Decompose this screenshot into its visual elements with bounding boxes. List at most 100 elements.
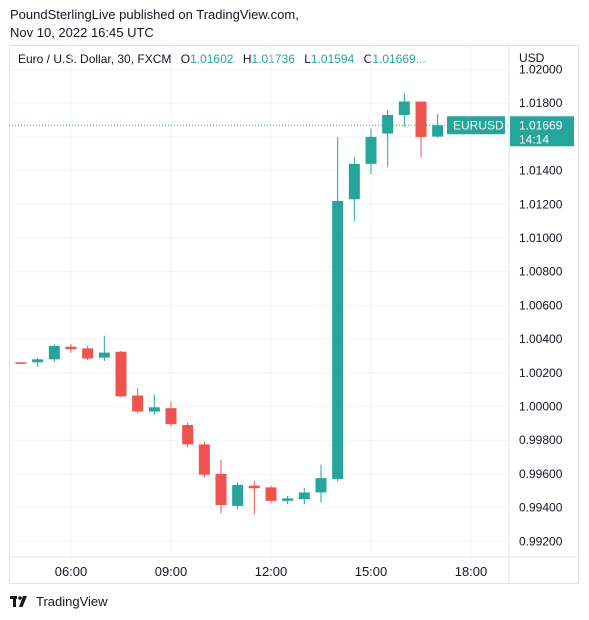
candle: [198, 441, 210, 478]
publisher-info: PoundSterlingLive published on TradingVi…: [10, 6, 299, 42]
candle-body: [198, 444, 210, 475]
candle-body: [215, 473, 227, 506]
candle: [65, 344, 77, 353]
candle: [132, 387, 144, 414]
candle: [232, 482, 244, 510]
candle-body: [348, 163, 360, 200]
candle: [382, 109, 394, 168]
high-value: 1.01736: [251, 52, 295, 66]
candle-body: [398, 101, 410, 115]
candle: [265, 485, 277, 504]
brand-footer[interactable]: TradingView: [10, 594, 108, 609]
currency-label: USD: [519, 51, 545, 65]
candle: [415, 101, 427, 158]
candle: [348, 157, 360, 222]
high-label: H: [242, 52, 252, 66]
low-label: L: [304, 52, 311, 66]
candle-body: [432, 125, 444, 137]
time-tick-label: 09:00: [155, 564, 188, 579]
open-label: O: [180, 52, 191, 66]
last-price-tag: 1.01669 14:14: [510, 116, 574, 147]
candle-body: [182, 425, 194, 445]
bar-countdown: 14:14: [519, 132, 549, 146]
candle-body: [48, 345, 60, 360]
candle: [332, 136, 344, 482]
candle: [165, 401, 177, 427]
symbol-legend: Euro / U.S. Dollar, 30, FXCM O1.01602 H1…: [18, 52, 426, 66]
candle-body: [65, 346, 77, 350]
candle-body: [15, 362, 27, 364]
time-axis[interactable]: 06:00 09:00 12:00 15:00 18:00: [55, 564, 488, 579]
price-tick-label: 1.00200: [519, 366, 563, 380]
low-value: 1.01594: [310, 52, 355, 66]
time-tick-label: 18:00: [455, 564, 488, 579]
close-value: 1.01669...: [372, 52, 426, 66]
price-tick-label: 1.00400: [519, 332, 563, 346]
candle-body: [315, 478, 327, 493]
price-tick-label: 1.01400: [519, 164, 563, 178]
candle-body: [232, 484, 244, 506]
last-price-value: 1.01669: [519, 118, 563, 132]
candle: [148, 394, 160, 415]
tradingview-logo-icon: [10, 595, 27, 607]
price-tick-label: 1.02000: [519, 63, 563, 77]
candle: [182, 422, 194, 447]
chart-frame: [9, 45, 579, 584]
brand-name: TradingView: [36, 594, 108, 609]
symbol-tag-bg: [447, 116, 505, 135]
publisher-line: PoundSterlingLive published on TradingVi…: [10, 7, 299, 22]
time-tick-label: 06:00: [55, 564, 88, 579]
candle-body: [115, 351, 127, 397]
candle-body: [415, 101, 427, 137]
candle-body: [82, 348, 94, 359]
candle: [215, 459, 227, 514]
candle: [432, 113, 444, 138]
price-tick-label: 0.99600: [519, 467, 563, 481]
candle-body: [98, 352, 110, 358]
publish-date: Nov 10, 2022 16:45 UTC: [10, 25, 154, 40]
close-label: C: [363, 52, 373, 66]
price-tick-label: 1.00000: [519, 400, 563, 414]
price-tick-label: 1.01000: [519, 231, 563, 245]
candle: [32, 357, 44, 367]
candle: [248, 480, 260, 515]
candle: [115, 350, 127, 398]
open-value: 1.01602: [190, 52, 234, 66]
candle-body: [165, 408, 177, 425]
time-tick-label: 15:00: [355, 564, 388, 579]
price-tick-label: 0.99800: [519, 433, 563, 447]
candle: [15, 361, 27, 364]
candle-body: [32, 359, 44, 363]
symbol-tag-text: EURUSD: [453, 118, 504, 132]
candles: [15, 93, 444, 515]
candle-body: [282, 498, 294, 501]
symbol-title: Euro / U.S. Dollar, 30, FXCM: [18, 52, 172, 66]
grid-lines: [9, 45, 509, 557]
candle: [398, 93, 410, 127]
candle: [315, 464, 327, 503]
candle: [48, 344, 60, 362]
price-tick-label: 1.00600: [519, 298, 563, 312]
candle-body: [132, 395, 144, 412]
candle: [82, 345, 94, 361]
price-tag-bg: [510, 116, 574, 147]
candle-body: [365, 136, 377, 164]
candle: [298, 488, 310, 505]
candle: [282, 495, 294, 505]
price-axis[interactable]: 1.020001.018001.016001.014001.012001.010…: [519, 63, 563, 549]
symbol-price-tag: EURUSD: [447, 116, 505, 135]
price-tick-label: 1.01800: [519, 96, 563, 110]
candle: [365, 128, 377, 174]
candle-body: [248, 485, 260, 489]
price-tick-label: 1.01200: [519, 197, 563, 211]
candle-body: [382, 114, 394, 134]
candle-body: [265, 487, 277, 501]
candle-body: [332, 200, 344, 479]
candle-body: [148, 407, 160, 412]
price-tick-label: 0.99200: [519, 534, 563, 548]
price-tick-label: 0.99400: [519, 501, 563, 515]
candle-body: [298, 492, 310, 500]
candle: [98, 335, 110, 362]
time-tick-label: 12:00: [255, 564, 288, 579]
